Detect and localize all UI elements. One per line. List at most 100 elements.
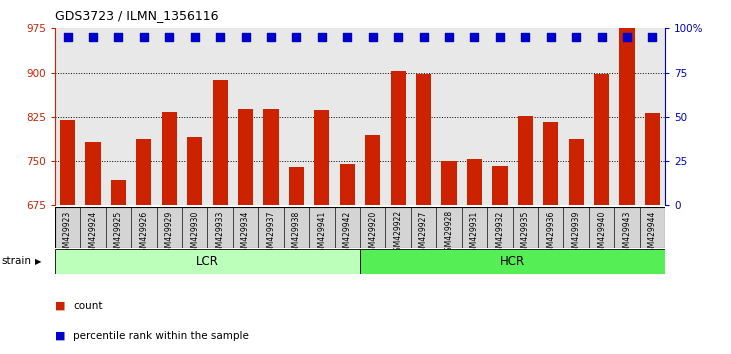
- Bar: [360, 249, 665, 274]
- Point: [316, 34, 327, 40]
- Bar: [518, 116, 533, 205]
- Bar: [187, 137, 202, 205]
- Text: GSM429938: GSM429938: [292, 210, 301, 257]
- Bar: [543, 121, 558, 205]
- Bar: [60, 120, 75, 205]
- Bar: [284, 207, 309, 248]
- Point: [240, 34, 251, 40]
- Bar: [436, 207, 462, 248]
- Text: GSM429926: GSM429926: [140, 210, 148, 257]
- Bar: [111, 180, 126, 205]
- Bar: [80, 207, 106, 248]
- Bar: [569, 139, 584, 205]
- Text: GSM429939: GSM429939: [572, 210, 580, 257]
- Point: [214, 34, 226, 40]
- Point: [87, 34, 99, 40]
- Bar: [258, 207, 284, 248]
- Text: GSM429934: GSM429934: [241, 210, 250, 257]
- Bar: [589, 207, 614, 248]
- Bar: [385, 207, 411, 248]
- Bar: [340, 164, 355, 205]
- Bar: [55, 207, 80, 248]
- Point: [189, 34, 200, 40]
- Point: [291, 34, 303, 40]
- Point: [393, 34, 404, 40]
- Bar: [619, 28, 635, 205]
- Point: [469, 34, 480, 40]
- Point: [164, 34, 175, 40]
- Text: GSM429942: GSM429942: [343, 210, 352, 257]
- Text: HCR: HCR: [500, 255, 525, 268]
- Bar: [442, 161, 457, 205]
- Text: GSM429936: GSM429936: [546, 210, 556, 257]
- Text: count: count: [73, 301, 102, 311]
- Point: [138, 34, 150, 40]
- Bar: [213, 80, 228, 205]
- Point: [647, 34, 659, 40]
- Text: strain: strain: [1, 256, 31, 266]
- Bar: [208, 207, 233, 248]
- Text: GSM429941: GSM429941: [317, 210, 326, 257]
- Bar: [233, 207, 258, 248]
- Bar: [365, 135, 380, 205]
- Bar: [564, 207, 589, 248]
- Text: GSM429937: GSM429937: [267, 210, 276, 257]
- Bar: [416, 74, 431, 205]
- Bar: [309, 207, 335, 248]
- Bar: [390, 71, 406, 205]
- Bar: [538, 207, 564, 248]
- Bar: [462, 207, 487, 248]
- Text: GDS3723 / ILMN_1356116: GDS3723 / ILMN_1356116: [55, 9, 219, 22]
- Bar: [106, 207, 131, 248]
- Text: percentile rank within the sample: percentile rank within the sample: [73, 331, 249, 341]
- Bar: [263, 109, 279, 205]
- Point: [545, 34, 556, 40]
- Bar: [640, 207, 665, 248]
- Text: GSM429932: GSM429932: [496, 210, 504, 257]
- Point: [443, 34, 455, 40]
- Bar: [645, 113, 660, 205]
- Point: [520, 34, 531, 40]
- Text: GSM429924: GSM429924: [88, 210, 97, 257]
- Text: GSM429930: GSM429930: [190, 210, 200, 257]
- Text: GSM429923: GSM429923: [63, 210, 72, 257]
- Text: GSM429922: GSM429922: [394, 210, 403, 256]
- Bar: [487, 207, 512, 248]
- Point: [494, 34, 506, 40]
- Bar: [289, 167, 304, 205]
- Bar: [594, 74, 609, 205]
- Text: GSM429943: GSM429943: [623, 210, 632, 257]
- Bar: [182, 207, 208, 248]
- Point: [621, 34, 633, 40]
- Bar: [492, 166, 507, 205]
- Point: [596, 34, 607, 40]
- Text: GSM429925: GSM429925: [114, 210, 123, 257]
- Text: ■: ■: [55, 331, 69, 341]
- Bar: [131, 207, 156, 248]
- Bar: [314, 110, 330, 205]
- Text: GSM429940: GSM429940: [597, 210, 606, 257]
- Bar: [156, 207, 182, 248]
- Text: GSM429935: GSM429935: [520, 210, 530, 257]
- Text: GSM429928: GSM429928: [444, 210, 453, 256]
- Text: GSM429927: GSM429927: [419, 210, 428, 257]
- Bar: [467, 159, 482, 205]
- Bar: [614, 207, 640, 248]
- Point: [61, 34, 73, 40]
- Text: ▶: ▶: [35, 257, 42, 266]
- Point: [417, 34, 429, 40]
- Text: GSM429931: GSM429931: [470, 210, 479, 257]
- Bar: [86, 142, 101, 205]
- Bar: [55, 249, 360, 274]
- Bar: [360, 207, 385, 248]
- Bar: [335, 207, 360, 248]
- Bar: [136, 139, 151, 205]
- Text: GSM429920: GSM429920: [368, 210, 377, 257]
- Bar: [238, 109, 253, 205]
- Text: GSM429933: GSM429933: [216, 210, 224, 257]
- Point: [367, 34, 379, 40]
- Point: [341, 34, 353, 40]
- Point: [265, 34, 277, 40]
- Point: [570, 34, 582, 40]
- Text: GSM429929: GSM429929: [164, 210, 174, 257]
